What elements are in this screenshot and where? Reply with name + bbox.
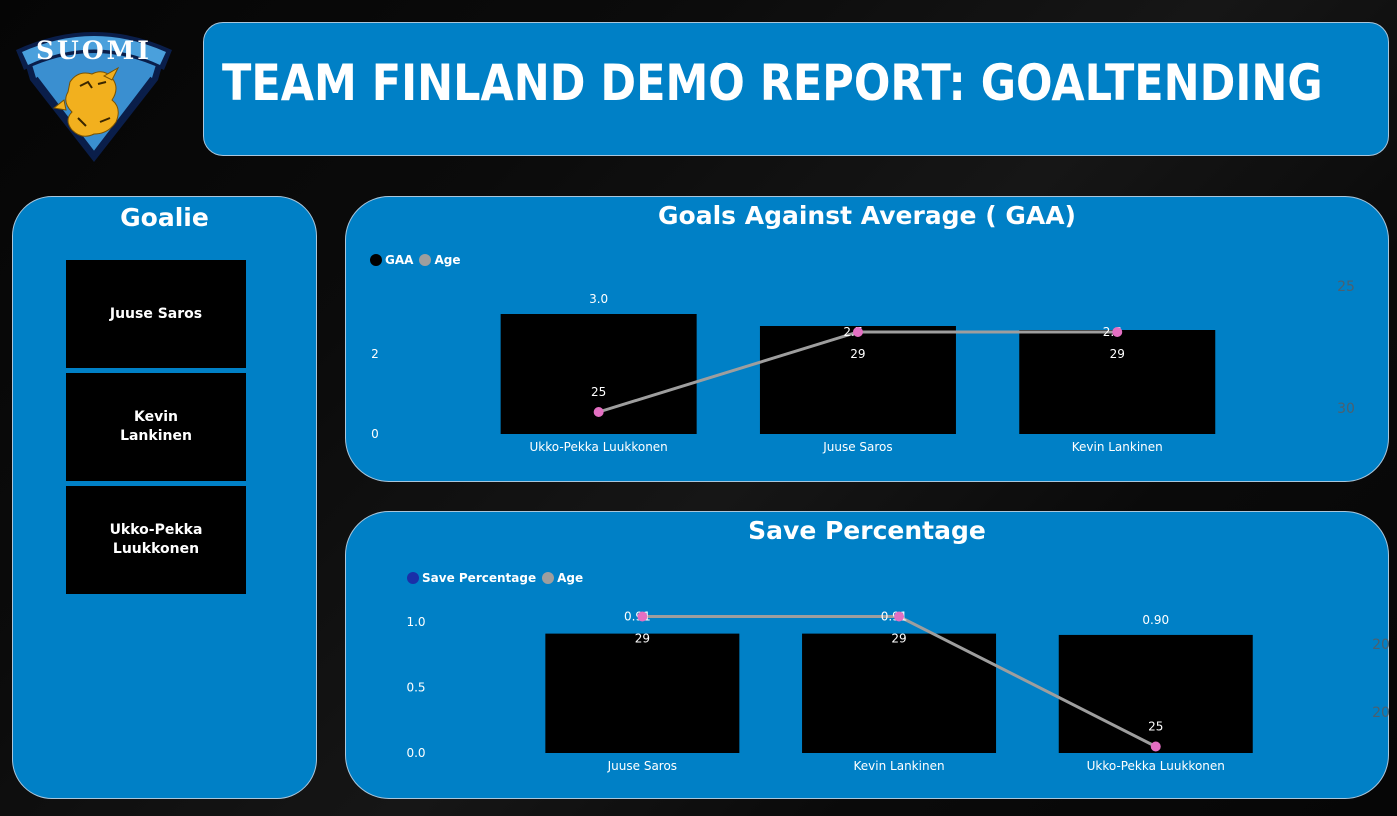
y-axis-tick-label: 0.0 [406,746,425,760]
chart-title: Save Percentage [748,516,986,545]
age-marker [852,327,863,337]
x-axis-tick-label: Juuse Saros [607,759,677,773]
age-marker [637,611,648,622]
age-data-label: 29 [1110,347,1125,361]
slicer-title: Goalie [120,203,209,232]
goalie-slicer-panel: Goalie Juuse Saros Kevin Lankinen Ukko-P… [12,196,317,799]
age-marker [894,611,905,622]
legend-label: Save Percentage [422,571,537,585]
age-marker [593,407,604,417]
x-axis-tick-label: Kevin Lankinen [854,759,945,773]
age-data-label: 25 [591,385,606,399]
save-percentage-chart: 0.0 0.5 1.0 20 20 Juuse Saros Kevin Lankinen Uk… [406,610,1390,774]
secondary-axis-tick-label: 20 [1372,637,1390,653]
x-axis-tick-label: Juuse Saros [822,440,892,454]
legend-label: Age [557,571,584,585]
x-axis-tick-label: Kevin Lankinen [1072,440,1163,454]
slicer-item-label: Juuse Saros [109,305,203,322]
age-data-label: 29 [850,347,865,361]
slicer-item-juuse-saros[interactable]: Juuse Saros [66,260,246,368]
slicer-item-label: Ukko-Pekka Luukkonen [109,522,203,557]
gaa-chart: 0 2 25 30 Ukko-Pekka Luukkonen Juuse Saros Kev… [371,279,1355,454]
y-axis-tick-label: 0 [371,427,379,441]
bar-kevin-lankinen [1019,330,1216,434]
save-percentage-chart-panel: Save Percentage Save Percentage Age 0.0 0… [345,511,1390,799]
legend-item-gaa[interactable]: GAA [370,253,413,267]
bar-data-label: 3.0 [589,292,608,306]
bar-data-label: 0.90 [1142,613,1169,627]
age-marker [1150,741,1161,752]
gaa-chart-panel: Goals Against Average ( GAA) GAA Age 0 2 2… [345,196,1389,482]
legend-label: Age [434,253,461,267]
legend-dot-icon [407,572,419,584]
y-axis-tick-label: 1.0 [406,615,425,629]
x-axis-tick-label: Ukko-Pekka Luukkonen [530,440,668,454]
y-axis-tick-label: 0.5 [406,680,425,694]
chart-title: Goals Against Average ( GAA) [658,201,1076,230]
logo-text: SUOMI [36,36,152,65]
x-axis-tick-label: Ukko-Pekka Luukkonen [1087,759,1225,773]
secondary-axis-tick-label: 25 [1337,279,1355,295]
legend-item-age[interactable]: Age [542,571,583,585]
bar-ukko-pekka-luukkonen [1058,634,1253,753]
age-data-label: 29 [635,632,650,646]
header-banner: TEAM FINLAND DEMO REPORT: GOALTENDING [203,22,1389,156]
bar-juuse-saros [545,633,740,753]
age-marker [1112,327,1123,337]
slicer-item-kevin-lankinen[interactable]: Kevin Lankinen [66,373,246,481]
bar-kevin-lankinen [802,633,997,753]
chart-legend: Save Percentage Age [407,571,589,585]
secondary-axis-tick-label: 30 [1337,401,1355,417]
legend-dot-icon [370,254,382,266]
secondary-axis-tick-label: 20 [1372,705,1390,721]
legend-dot-icon [419,254,432,266]
age-data-label: 29 [891,632,906,646]
age-data-label: 25 [1148,720,1163,734]
legend-item-save-percentage[interactable]: Save Percentage [407,571,536,585]
legend-label: GAA [385,253,414,267]
slicer-item-ukko-pekka-luukkonen[interactable]: Ukko-Pekka Luukkonen [66,486,246,594]
chart-legend: GAA Age [370,253,466,267]
y-axis-tick-label: 2 [371,347,379,361]
bar-juuse-saros [759,326,956,434]
suomi-lion-logo: SUOMI [16,32,172,162]
slicer-item-label: Kevin Lankinen [120,409,192,444]
legend-item-age[interactable]: Age [419,253,460,267]
legend-dot-icon [542,572,555,584]
page-title: TEAM FINLAND DEMO REPORT: GOALTENDING [222,55,1323,113]
